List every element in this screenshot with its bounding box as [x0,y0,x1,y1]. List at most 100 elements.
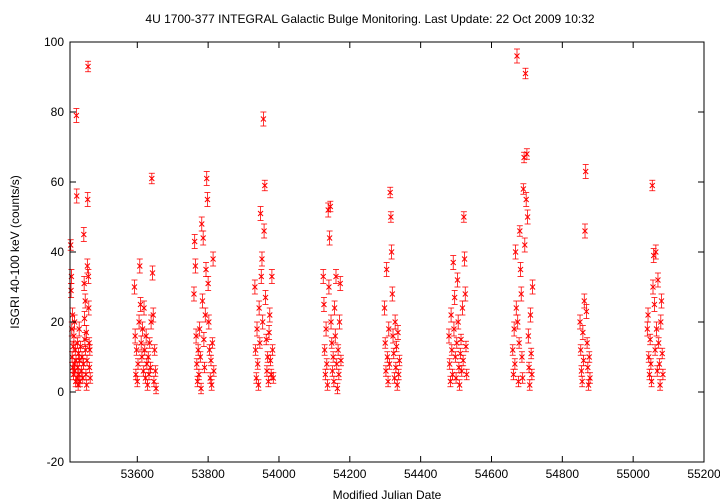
x-marker-stroke-b [73,193,80,199]
data-point [578,365,585,377]
x-marker-stroke-b [253,375,260,381]
x-marker-stroke-b [334,385,341,392]
data-point [450,321,457,337]
x-marker-stroke-b [384,354,391,360]
x-marker-stroke-b [136,263,143,269]
y-tick-label: 40 [51,245,65,259]
x-marker-stroke-b [204,196,211,203]
data-point [193,328,200,344]
x-marker-stroke-b [446,333,452,339]
data-point [206,344,213,356]
data-point [451,290,458,305]
x-marker-stroke-b [652,249,659,255]
data-point [512,244,519,260]
data-point [201,361,208,374]
x-marker-stroke-b [137,301,144,308]
x-marker-stroke-b [81,280,88,287]
data-point [324,379,331,391]
x-marker-stroke-b [461,214,467,220]
data-point [151,344,158,356]
x-tick-label: 54600 [475,467,509,481]
data-point [518,351,525,363]
x-marker-stroke-b [394,382,401,388]
x-marker-stroke-b [254,361,261,367]
x-marker-stroke-b [330,354,337,360]
data-point [652,344,659,356]
x-marker-stroke-b [650,252,657,259]
data-point [527,307,534,323]
x-marker-stroke-b [510,371,517,378]
x-marker-stroke-b [261,182,268,189]
x-marker-stroke-b [269,347,276,353]
data-point [460,211,467,223]
x-marker-stroke-b [651,301,658,308]
data-point [459,300,466,316]
y-tick-label: 80 [51,105,65,119]
data-point [259,314,266,330]
x-tick-label: 55200 [687,467,720,481]
x-marker-stroke-b [383,266,390,273]
x-marker-stroke-b [150,312,157,318]
data-point [520,183,527,195]
data-point [654,272,661,288]
x-marker-stroke-b [328,319,334,325]
data-point [150,307,157,323]
data-point [516,225,523,237]
data-point [135,358,142,370]
data-point [320,297,327,312]
data-point [85,300,92,316]
data-point [261,223,268,239]
data-point [586,351,593,363]
x-marker-stroke-b [326,235,333,241]
data-point [523,192,530,207]
x-marker-stroke-b [195,347,202,353]
data-point [528,347,535,360]
x-marker-stroke-b [386,361,393,367]
x-marker-stroke-b [451,294,458,301]
data-point [256,337,263,349]
data-point [257,206,264,221]
x-marker-stroke-b [270,375,277,381]
data-point [462,340,469,353]
y-tick-label: 0 [57,385,64,399]
x-marker-stroke-b [453,375,459,381]
data-point [146,337,153,349]
data-point [207,354,214,367]
data-point [265,375,272,388]
x-marker-stroke-b [457,350,464,357]
data-point [85,269,92,284]
x-marker-stroke-b [655,340,662,346]
x-marker-stroke-b [521,242,528,248]
x-marker-stroke-b [86,364,93,371]
data-point [334,382,341,395]
data-point [252,344,259,356]
data-point [270,372,277,384]
x-marker-stroke-b [259,256,265,262]
data-point [655,337,662,349]
data-point [387,186,394,199]
x-marker-stroke-b [252,284,258,290]
data-point [330,375,337,388]
data-point [518,286,525,302]
data-point [134,375,141,388]
x-marker-stroke-b [518,291,525,297]
x-marker-stroke-b [514,53,520,59]
x-marker-stroke-b [388,214,394,220]
data-point [266,325,273,340]
data-point [528,368,535,381]
x-marker-stroke-b [324,382,331,388]
x-marker-stroke-b [196,326,203,332]
x-marker-stroke-b [85,273,92,280]
data-point [516,337,523,349]
x-marker-stroke-b [385,326,392,332]
x-marker-stroke-b [320,273,327,280]
x-marker-stroke-b [580,329,586,336]
data-point [73,108,80,123]
x-marker-stroke-b [193,333,199,339]
x-marker-stroke-b [84,196,91,203]
data-point [392,361,399,374]
x-marker-stroke-b [581,298,588,304]
data-point [336,314,343,330]
x-marker-stroke-b [262,294,269,301]
x-marker-stroke-b [660,371,666,378]
